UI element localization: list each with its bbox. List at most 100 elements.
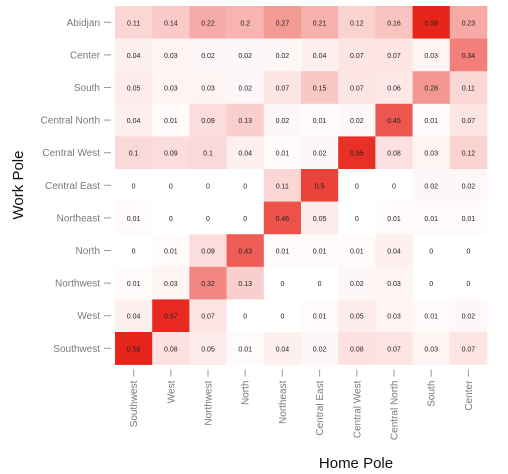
x-tick-label: Central East bbox=[315, 380, 326, 435]
cell-value-label: 0 bbox=[392, 183, 396, 190]
cell-value-label: 0.01 bbox=[424, 314, 438, 321]
heatmap-cell bbox=[115, 234, 153, 268]
cell-value-label: 0.05 bbox=[350, 314, 364, 321]
cell-value-label: 0.02 bbox=[350, 118, 364, 125]
x-tick-label: West bbox=[166, 380, 177, 403]
heatmap-cell bbox=[301, 266, 339, 300]
heatmap-cell bbox=[263, 6, 302, 39]
y-tick-label: Southwest bbox=[53, 344, 100, 355]
x-tick-label: Center bbox=[464, 380, 475, 411]
cell-value-label: 0 bbox=[243, 216, 247, 223]
cell-value-label: 0.01 bbox=[313, 249, 327, 256]
heatmap-cell bbox=[375, 266, 413, 300]
y-tick-label: Northeast bbox=[57, 213, 101, 224]
heatmap-cell bbox=[338, 6, 376, 39]
heatmap-cell bbox=[263, 266, 302, 300]
cell-value-label: 0.58 bbox=[424, 20, 438, 27]
cell-value-label: 0.03 bbox=[164, 53, 178, 60]
cell-value-label: 0.05 bbox=[127, 86, 141, 93]
heatmap-cell bbox=[338, 169, 376, 202]
y-tick-label: Abidjan bbox=[67, 18, 100, 29]
y-tick-label: North bbox=[76, 246, 100, 257]
cell-value-label: 0.15 bbox=[313, 86, 327, 93]
heatmap-cell bbox=[301, 332, 339, 365]
heatmap-cell bbox=[338, 38, 376, 72]
cell-value-label: 0 bbox=[429, 281, 433, 288]
cell-value-label: 0.01 bbox=[424, 118, 438, 125]
cell-value-label: 0.04 bbox=[313, 53, 327, 60]
heatmap-cell bbox=[152, 6, 190, 39]
cell-value-label: 0 bbox=[280, 314, 284, 321]
heatmap-cell bbox=[226, 299, 265, 333]
heatmap-cell bbox=[263, 169, 302, 202]
cell-value-label: 0.22 bbox=[201, 20, 215, 27]
heatmap-cell bbox=[449, 38, 488, 72]
heatmap-cell bbox=[115, 332, 153, 365]
heatmap-cell bbox=[301, 136, 339, 170]
heatmap-cell bbox=[301, 169, 339, 202]
heatmap-cell bbox=[263, 136, 302, 170]
heatmap-cell bbox=[152, 266, 190, 300]
cell-value-label: 0.03 bbox=[424, 346, 438, 353]
cell-value-label: 0.01 bbox=[127, 281, 141, 288]
cell-value-label: 0.01 bbox=[313, 118, 327, 125]
heatmap-cell bbox=[115, 38, 153, 72]
heatmap-cell bbox=[301, 103, 339, 137]
heatmap-cell bbox=[412, 201, 451, 235]
y-tick-label: West bbox=[77, 311, 100, 322]
heatmap-cell bbox=[375, 6, 413, 39]
heatmap-cell bbox=[115, 169, 153, 202]
cell-value-label: 0.04 bbox=[387, 249, 401, 256]
heatmap-cell bbox=[189, 266, 227, 300]
cell-value-label: 0.02 bbox=[313, 346, 327, 353]
cell-value-label: 0.07 bbox=[462, 118, 476, 125]
heatmap-cell bbox=[375, 169, 413, 202]
heatmap-cell bbox=[412, 6, 451, 39]
cell-value-label: 0.09 bbox=[201, 118, 215, 125]
heatmap-cell bbox=[412, 136, 451, 170]
heatmap-cell bbox=[263, 201, 302, 235]
cell-value-label: 0.05 bbox=[313, 216, 327, 223]
heatmap-cell bbox=[152, 103, 190, 137]
heatmap-cell bbox=[263, 234, 302, 268]
cell-value-label: 0.03 bbox=[424, 53, 438, 60]
cell-value-label: 0.04 bbox=[127, 53, 141, 60]
cell-value-label: 0.04 bbox=[276, 346, 290, 353]
heatmap-cell bbox=[301, 71, 339, 105]
heatmap-cell bbox=[412, 169, 451, 202]
heatmap-cell bbox=[189, 201, 227, 235]
cell-value-label: 0.09 bbox=[201, 249, 215, 256]
x-tick-label: Central West bbox=[352, 380, 363, 438]
heatmap-cell bbox=[115, 266, 153, 300]
cell-value-label: 0.07 bbox=[387, 53, 401, 60]
cell-value-label: 0.07 bbox=[276, 86, 290, 93]
heatmap-cell bbox=[375, 299, 413, 333]
cell-value-label: 0.01 bbox=[350, 249, 364, 256]
heatmap-cell bbox=[263, 332, 302, 365]
heatmap-cell bbox=[115, 6, 153, 39]
cell-value-label: 0.08 bbox=[350, 346, 364, 353]
cell-value-label: 0.02 bbox=[462, 314, 476, 321]
heatmap-cell bbox=[189, 6, 227, 39]
heatmap-cell bbox=[338, 299, 376, 333]
cell-value-label: 0.11 bbox=[127, 20, 140, 27]
heatmap-cell bbox=[449, 103, 488, 137]
heatmap-cell bbox=[152, 169, 190, 202]
heatmap-cell bbox=[115, 201, 153, 235]
cell-value-label: 0.03 bbox=[387, 281, 401, 288]
x-tick-label: Northwest bbox=[204, 380, 215, 425]
heatmap-cell bbox=[449, 234, 488, 268]
heatmap-cell bbox=[301, 299, 339, 333]
cell-value-label: 0.08 bbox=[387, 151, 401, 158]
heatmap-cell bbox=[152, 332, 190, 365]
cell-value-label: 0 bbox=[355, 216, 359, 223]
heatmap-cell bbox=[375, 332, 413, 365]
heatmap-cell bbox=[449, 266, 488, 300]
x-tick-label: Northeast bbox=[278, 380, 289, 424]
cell-value-label: 0.01 bbox=[164, 118, 178, 125]
cell-value-label: 0.2 bbox=[240, 20, 250, 27]
heatmap-cell bbox=[226, 169, 265, 202]
cell-value-label: 0.16 bbox=[387, 20, 401, 27]
cell-value-label: 0.14 bbox=[164, 20, 178, 27]
